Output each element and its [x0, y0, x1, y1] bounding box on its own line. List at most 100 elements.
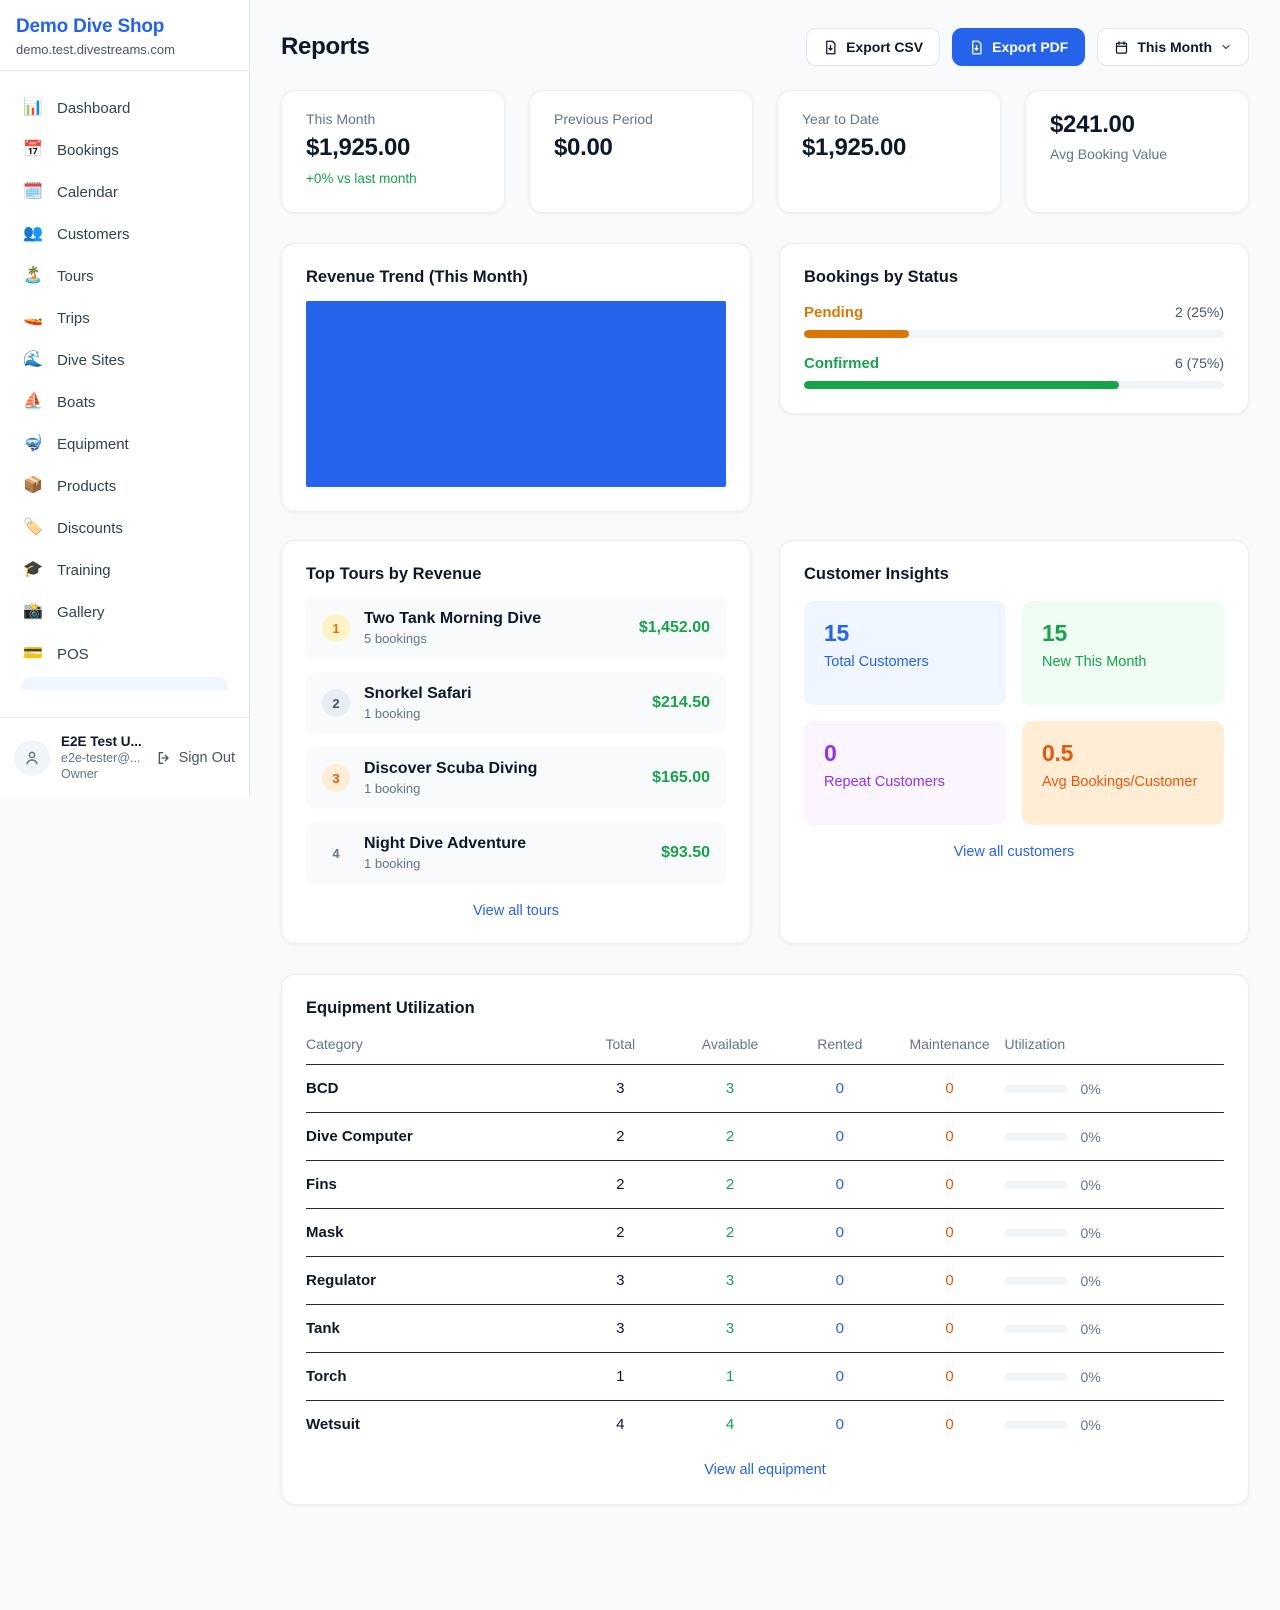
stat-card-this-month: This Month $1,925.00 +0% vs last month [281, 90, 505, 213]
customer-insights-card: Customer Insights 15 Total Customers 15 … [779, 540, 1249, 944]
sidebar-item-dive-sites[interactable]: 🌊 Dive Sites [12, 339, 237, 381]
cell-category: Torch [306, 1352, 566, 1401]
sidebar-item-pos[interactable]: 💳 POS [12, 633, 237, 675]
period-dropdown[interactable]: This Month [1097, 28, 1249, 66]
status-label: Confirmed [804, 355, 879, 372]
user-email: e2e-tester@... [61, 751, 141, 765]
sidebar-item-trips[interactable]: 🚤 Trips [12, 297, 237, 339]
rank-badge: 1 [322, 614, 350, 642]
page-title: Reports [281, 33, 370, 60]
speedboat-icon: 🚤 [23, 309, 43, 326]
sign-out-label: Sign Out [178, 749, 235, 766]
calendar-icon: 🗓️ [23, 183, 43, 200]
view-all-equipment-link[interactable]: View all equipment [704, 1462, 826, 1478]
tile-label: Repeat Customers [824, 774, 945, 790]
user-panel: E2E Test U... e2e-tester@... Owner Sign … [0, 717, 249, 797]
table-row: Regulator 3 3 0 0 0% [306, 1256, 1224, 1305]
tour-row: 3 Discover Scuba Diving 1 booking $165.0… [306, 747, 726, 809]
diving-mask-icon: 🤿 [23, 435, 43, 452]
sidebar-item-dashboard[interactable]: 📊 Dashboard [12, 87, 237, 129]
progress-track [804, 330, 1224, 338]
sign-out-button[interactable]: Sign Out [156, 750, 235, 766]
stat-value: $1,925.00 [306, 134, 411, 161]
tour-row: 2 Snorkel Safari 1 booking $214.50 [306, 672, 726, 734]
sidebar-item-gallery[interactable]: 📸 Gallery [12, 591, 237, 633]
cell-available: 3 [675, 1256, 785, 1305]
rank-badge: 3 [322, 764, 350, 792]
table-row: BCD 3 3 0 0 0% [306, 1064, 1224, 1113]
sidebar-item-training[interactable]: 🎓 Training [12, 549, 237, 591]
export-csv-button[interactable]: Export CSV [806, 28, 941, 66]
tour-amount: $165.00 [652, 769, 710, 786]
cell-available: 2 [675, 1112, 785, 1161]
cell-category: Dive Computer [306, 1112, 566, 1161]
equipment-table: Category Total Available Rented Maintena… [306, 1036, 1224, 1443]
cell-rented: 0 [784, 1064, 895, 1113]
table-row: Dive Computer 2 2 0 0 0% [306, 1112, 1224, 1161]
insight-tiles: 15 Total Customers 15 New This Month 0 R… [804, 601, 1224, 825]
tour-amount: $214.50 [652, 694, 710, 711]
column-header-rented: Rented [784, 1036, 895, 1065]
camera-icon: 📸 [23, 603, 43, 620]
tour-amount: $1,452.00 [638, 619, 710, 636]
sidebar-item-boats[interactable]: ⛵ Boats [12, 381, 237, 423]
equipment-utilization-card: Equipment Utilization Category Total Ava… [281, 974, 1249, 1505]
utilization-bar [1004, 1084, 1069, 1093]
sidebar-item-reports-active-partial[interactable] [22, 677, 227, 690]
graduation-cap-icon: 🎓 [23, 561, 43, 578]
cell-maintenance: 0 [894, 1208, 1005, 1257]
stat-label: Year to Date [802, 111, 880, 127]
tour-bookings: 5 bookings [364, 631, 427, 646]
stats-grid: This Month $1,925.00 +0% vs last month P… [281, 90, 1249, 213]
stat-card-avg-booking-value: $241.00 Avg Booking Value [1025, 90, 1249, 213]
bookings-by-status-card: Bookings by Status Pending 2 (25%) Confi… [779, 243, 1249, 414]
utilization-bar [1004, 1420, 1069, 1429]
utilization-bar [1004, 1228, 1069, 1237]
status-count: 6 (75%) [1174, 355, 1224, 371]
utilization-bar [1004, 1276, 1069, 1285]
tile-value: 0 [824, 740, 837, 766]
sidebar-item-calendar[interactable]: 🗓️ Calendar [12, 171, 237, 213]
tile-new-this-month: 15 New This Month [1022, 601, 1224, 705]
tour-bookings: 1 booking [364, 856, 421, 871]
cell-available: 4 [725, 1416, 735, 1433]
cell-category: Mask [306, 1208, 566, 1257]
sidebar-item-bookings[interactable]: 📅 Bookings [12, 129, 237, 171]
sidebar-item-products[interactable]: 📦 Products [12, 465, 237, 507]
utilization-percent: 0% [1080, 1320, 1101, 1337]
cell-maintenance: 0 [894, 1112, 1005, 1161]
sidebar-item-equipment[interactable]: 🤿 Equipment [12, 423, 237, 465]
file-download-icon [972, 40, 982, 54]
charts-row: Revenue Trend (This Month) Bookings by S… [281, 243, 1249, 512]
tile-label: New This Month [1042, 654, 1147, 670]
tour-amount: $93.50 [661, 844, 710, 861]
table-row: Mask 2 2 0 0 0% [306, 1208, 1224, 1257]
sidebar-item-discounts[interactable]: 🏷️ Discounts [12, 507, 237, 549]
sidebar-item-customers[interactable]: 👥 Customers [12, 213, 237, 255]
tour-name: Snorkel Safari [364, 685, 472, 702]
bookings-by-status-title: Bookings by Status [804, 268, 959, 286]
view-all-tours-link[interactable]: View all tours [473, 903, 559, 919]
cell-category: Wetsuit [306, 1416, 360, 1433]
cell-category: BCD [306, 1064, 566, 1113]
file-download-icon [826, 40, 836, 54]
progress-fill-pending [804, 330, 909, 338]
top-tours-title: Top Tours by Revenue [306, 565, 482, 583]
person-icon [26, 751, 38, 764]
utilization-cell: 0% [1004, 1273, 1224, 1289]
column-header-total: Total [565, 1036, 676, 1065]
customers-icon: 👥 [23, 225, 43, 242]
stat-label: Previous Period [554, 111, 653, 127]
island-icon: 🏝️ [23, 267, 43, 284]
logout-icon [158, 751, 169, 764]
cell-available: 2 [675, 1160, 785, 1209]
sidebar-item-label: Bookings [57, 141, 119, 159]
main-content: Reports Export CSV Export PDF [250, 0, 1280, 1579]
utilization-cell: 0% [1004, 1321, 1224, 1337]
export-pdf-button[interactable]: Export PDF [952, 28, 1086, 66]
tour-name: Night Dive Adventure [364, 835, 527, 852]
view-all-customers-link[interactable]: View all customers [953, 844, 1075, 860]
cell-total: 2 [565, 1208, 676, 1257]
progress-fill-confirmed [804, 381, 1119, 389]
sidebar-item-tours[interactable]: 🏝️ Tours [12, 255, 237, 297]
